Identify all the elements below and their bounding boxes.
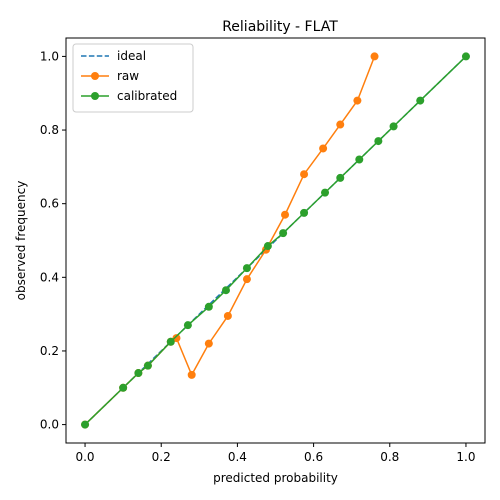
x-axis-label: predicted probability: [213, 471, 338, 485]
data-point-calibrated: [119, 384, 127, 392]
data-point-raw: [371, 52, 379, 60]
data-point-calibrated: [336, 174, 344, 182]
x-tick-label: 1.0: [456, 450, 475, 464]
chart-title: Reliability - FLAT: [222, 19, 338, 35]
data-point-raw: [205, 340, 213, 348]
data-point-calibrated: [243, 264, 251, 272]
data-point-calibrated: [222, 286, 230, 294]
data-point-raw: [353, 97, 361, 105]
data-point-calibrated: [81, 421, 89, 429]
data-point-calibrated: [416, 97, 424, 105]
data-point-raw: [319, 144, 327, 152]
data-point-calibrated: [167, 338, 175, 346]
data-point-calibrated: [321, 189, 329, 197]
data-point-calibrated: [390, 122, 398, 130]
data-point-calibrated: [355, 156, 363, 164]
data-point-calibrated: [184, 321, 192, 329]
y-axis-label: observed frequency: [14, 181, 28, 301]
legend-label-calibrated: calibrated: [117, 89, 177, 103]
data-point-raw: [188, 371, 196, 379]
data-point-calibrated: [205, 303, 213, 311]
data-point-calibrated: [279, 229, 287, 237]
x-tick-label: 0.2: [152, 450, 171, 464]
legend-label-ideal: ideal: [117, 49, 146, 63]
legend-marker-calibrated: [91, 92, 99, 100]
y-tick-label: 0.4: [40, 270, 59, 284]
data-point-calibrated: [144, 362, 152, 370]
x-tick-label: 0.4: [228, 450, 247, 464]
y-tick-label: 0.0: [40, 418, 59, 432]
data-point-calibrated: [300, 209, 308, 217]
legend-marker-raw: [91, 72, 99, 80]
data-point-raw: [336, 121, 344, 129]
legend-label-raw: raw: [117, 69, 139, 83]
data-point-calibrated: [374, 137, 382, 145]
data-point-raw: [281, 211, 289, 219]
data-point-raw: [300, 170, 308, 178]
x-tick-label: 0.6: [304, 450, 323, 464]
legend: ideal raw calibrated: [73, 44, 193, 112]
x-tick-label: 0.0: [75, 450, 94, 464]
x-tick-label: 0.8: [380, 450, 399, 464]
data-point-raw: [243, 275, 251, 283]
y-tick-label: 1.0: [40, 49, 59, 63]
y-tick-label: 0.8: [40, 123, 59, 137]
y-tick-label: 0.6: [40, 197, 59, 211]
data-point-calibrated: [462, 52, 470, 60]
data-point-raw: [224, 312, 232, 320]
data-point-calibrated: [264, 242, 272, 250]
data-point-calibrated: [134, 369, 142, 377]
y-tick-label: 0.2: [40, 344, 59, 358]
